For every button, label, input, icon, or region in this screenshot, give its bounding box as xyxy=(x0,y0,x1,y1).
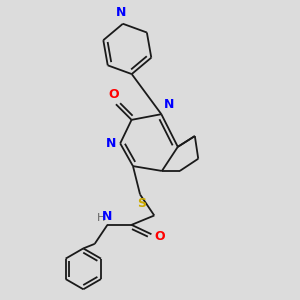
Text: O: O xyxy=(108,88,119,101)
Text: O: O xyxy=(154,230,165,243)
Text: N: N xyxy=(106,137,116,150)
Text: S: S xyxy=(137,197,146,210)
Text: H: H xyxy=(97,213,105,223)
Text: N: N xyxy=(116,6,127,19)
Text: N: N xyxy=(102,210,112,223)
Text: N: N xyxy=(164,98,174,111)
